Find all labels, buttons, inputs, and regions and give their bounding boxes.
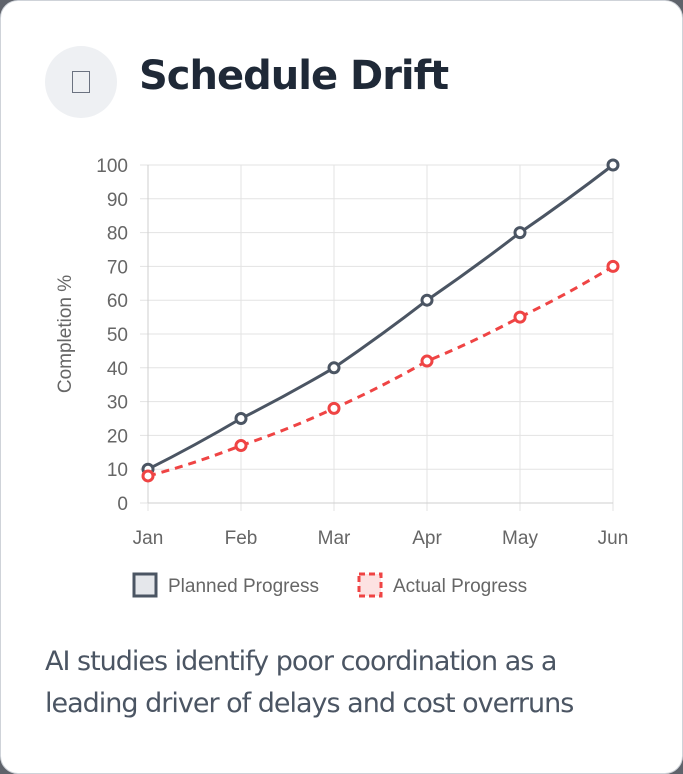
legend-swatch <box>357 572 383 598</box>
y-tick-label: 20 <box>107 426 128 447</box>
y-tick-label: 100 <box>96 156 128 177</box>
data-point-0 <box>420 293 434 307</box>
x-tick-label: Jan <box>133 528 164 549</box>
legend-label: Planned Progress <box>168 576 319 597</box>
data-point-1 <box>513 310 527 324</box>
data-point-0 <box>513 226 527 240</box>
legend-swatch <box>132 572 158 598</box>
card-caption: AI studies identify poor coordination as… <box>45 646 574 719</box>
y-tick-label: 60 <box>107 291 128 312</box>
line-chart: 0 10 20 30 40 50 60 70 80 90 100 Jan Feb Mar Apr May Jun… <box>55 156 629 598</box>
document-icon-glyph <box>72 71 90 93</box>
y-tick-label: 30 <box>107 393 128 414</box>
data-point-0 <box>327 361 341 375</box>
series-line-1 <box>147 265 614 478</box>
x-tick-label: Mar <box>318 528 351 549</box>
legend-label: Actual Progress <box>393 576 527 597</box>
x-tick-label: Jun <box>598 528 629 549</box>
y-axis-title: Completion % <box>55 275 76 393</box>
data-point-1 <box>420 354 434 368</box>
document-icon <box>45 46 117 118</box>
y-tick-label: 50 <box>107 325 128 346</box>
y-tick-label: 0 <box>117 494 128 515</box>
y-tick-label: 90 <box>107 190 128 211</box>
data-point-1 <box>606 259 620 273</box>
data-point-0 <box>606 158 620 172</box>
x-tick-label: Apr <box>412 528 442 549</box>
x-tick-label: May <box>502 528 538 549</box>
data-point-1 <box>141 469 155 483</box>
data-point-1 <box>234 439 248 453</box>
y-tick-label: 10 <box>107 460 128 481</box>
y-tick-label: 70 <box>107 257 128 278</box>
y-tick-label: 40 <box>107 359 128 380</box>
data-point-1 <box>327 401 341 415</box>
data-point-0 <box>234 412 248 425</box>
y-tick-label: 80 <box>107 224 128 245</box>
x-tick-label: Feb <box>225 528 258 549</box>
series-line-0 <box>147 163 614 471</box>
card-title: Schedule Drift <box>139 53 449 99</box>
